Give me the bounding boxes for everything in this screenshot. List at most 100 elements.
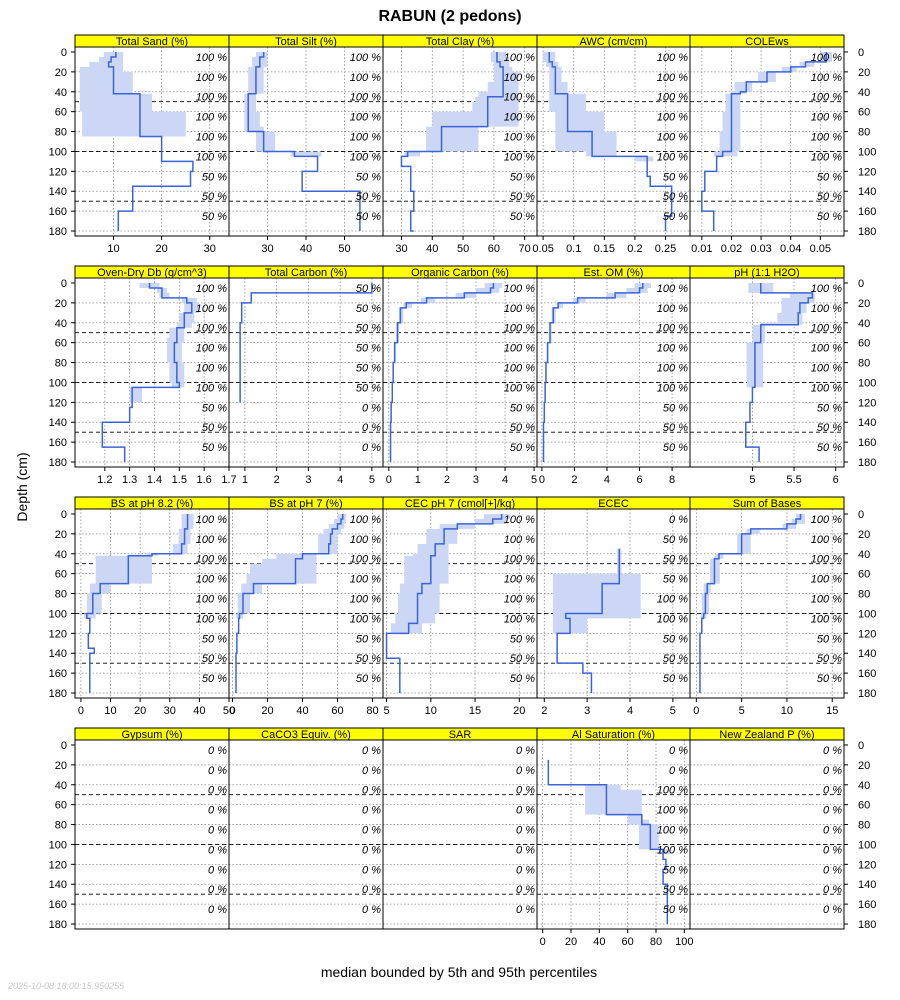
pct-label: 0 % xyxy=(516,884,535,896)
panel-frame xyxy=(689,739,845,930)
pct-label: 100 % xyxy=(196,613,227,625)
percentile-band xyxy=(543,51,654,162)
percentile-band xyxy=(398,51,519,157)
y-tick-label: 20 xyxy=(858,760,870,772)
pct-label: 100 % xyxy=(504,151,535,163)
y-tick-label: 40 xyxy=(55,87,67,99)
pct-label: 0 % xyxy=(362,884,381,896)
x-tick-label: 1.2 xyxy=(97,474,112,486)
pct-label: 100 % xyxy=(350,92,381,104)
y-axis-label: Depth (cm) xyxy=(14,452,30,521)
panel-title: AWC (cm/cm) xyxy=(579,36,647,48)
pct-label: 100 % xyxy=(657,52,688,64)
panel-title: Total Clay (%) xyxy=(426,36,494,48)
pct-label: 50 % xyxy=(356,323,381,335)
pct-label: 50 % xyxy=(510,653,535,665)
figure-title: RABUN (2 pedons) xyxy=(378,8,521,25)
pct-label: 50 % xyxy=(663,864,688,876)
panel-title: Al Saturation (%) xyxy=(572,729,655,741)
pct-label: 50 % xyxy=(202,211,227,223)
panel-title: BS at pH 8.2 (%) xyxy=(111,498,194,510)
x-tick-label: 0 xyxy=(540,936,546,948)
pct-label: 50 % xyxy=(663,574,688,586)
x-tick-label: 0 xyxy=(78,705,84,717)
x-tick-label: 0 xyxy=(386,474,392,486)
y-tick-label: 0 xyxy=(61,509,67,521)
y-tick-label: 120 xyxy=(858,397,876,409)
x-tick-label: 1 xyxy=(415,474,421,486)
panel-frame xyxy=(382,739,538,930)
pct-label: 0 % xyxy=(208,884,227,896)
y-tick-label: 140 xyxy=(49,879,67,891)
pct-label: 50 % xyxy=(356,382,381,394)
y-tick-label: 40 xyxy=(55,318,67,330)
pct-label: 100 % xyxy=(504,382,535,394)
y-tick-label: 100 xyxy=(858,377,876,389)
x-tick-label: 15 xyxy=(469,705,481,717)
y-tick-label: 160 xyxy=(858,437,876,449)
pct-label: 100 % xyxy=(811,534,842,546)
y-tick-label: 0 xyxy=(858,47,864,59)
pct-label: 100 % xyxy=(811,52,842,64)
x-tick-label: 0.03 xyxy=(750,243,771,255)
x-tick-label: 5 xyxy=(739,705,745,717)
y-tick-label: 180 xyxy=(49,226,67,238)
y-tick-label: 60 xyxy=(55,107,67,119)
pct-label: 50 % xyxy=(202,422,227,434)
y-tick-label: 180 xyxy=(49,919,67,931)
median-line xyxy=(547,759,669,925)
y-tick-label: 100 xyxy=(858,839,876,851)
x-tick-label: 10 xyxy=(107,243,119,255)
pct-label: 100 % xyxy=(196,112,227,124)
y-tick-label: 100 xyxy=(49,146,67,158)
x-tick-label: 5 xyxy=(369,474,375,486)
y-tick-label: 120 xyxy=(858,166,876,178)
pct-label: 0 % xyxy=(516,805,535,817)
pct-label: 100 % xyxy=(504,594,535,606)
x-tick-label: 50 xyxy=(338,243,350,255)
y-tick-label: 40 xyxy=(858,318,870,330)
y-tick-label: 80 xyxy=(55,358,67,370)
percentile-band xyxy=(548,759,671,855)
pct-label: 50 % xyxy=(663,653,688,665)
pct-label: 100 % xyxy=(657,785,688,797)
panel-title: CEC pH 7 (cmol[+]/kg) xyxy=(405,498,515,510)
pct-label: 50 % xyxy=(510,402,535,414)
y-tick-label: 40 xyxy=(55,549,67,561)
pct-label: 100 % xyxy=(811,283,842,295)
pct-label: 100 % xyxy=(657,382,688,394)
y-tick-label: 40 xyxy=(858,549,870,561)
y-tick-label: 60 xyxy=(858,800,870,812)
y-tick-label: 180 xyxy=(858,226,876,238)
x-tick-label: 4 xyxy=(627,705,633,717)
y-tick-label: 160 xyxy=(858,668,876,680)
x-tick-label: 20 xyxy=(156,243,168,255)
pct-label: 50 % xyxy=(356,363,381,375)
y-tick-label: 0 xyxy=(858,278,864,290)
pct-label: 50 % xyxy=(356,303,381,315)
y-tick-label: 0 xyxy=(61,740,67,752)
x-tick-label: 5 xyxy=(670,705,676,717)
y-tick-label: 120 xyxy=(858,628,876,640)
percentile-band xyxy=(83,513,194,619)
pct-label: 100 % xyxy=(811,132,842,144)
pct-label: 50 % xyxy=(510,171,535,183)
pct-label: 0 % xyxy=(208,904,227,916)
pct-label: 50 % xyxy=(663,673,688,685)
pct-label: 50 % xyxy=(510,673,535,685)
x-tick-label: 0 xyxy=(539,474,545,486)
panel-title: BS at pH 7 (%) xyxy=(269,498,342,510)
panel: CEC pH 7 (cmol[+]/kg) 100 % 100 % 100 % 100 … xyxy=(382,496,538,717)
pct-label: 0 % xyxy=(362,785,381,797)
y-tick-label: 140 xyxy=(858,648,876,660)
y-tick-label: 160 xyxy=(49,437,67,449)
pct-label: 100 % xyxy=(504,132,535,144)
pct-label: 100 % xyxy=(811,613,842,625)
x-tick-label: 6 xyxy=(833,474,839,486)
x-tick-label: 70 xyxy=(519,243,531,255)
pct-label: 0 % xyxy=(823,904,842,916)
x-tick-label: 20 xyxy=(261,705,273,717)
pct-label: 100 % xyxy=(196,514,227,526)
panel-title: New Zealand P (%) xyxy=(719,729,814,741)
